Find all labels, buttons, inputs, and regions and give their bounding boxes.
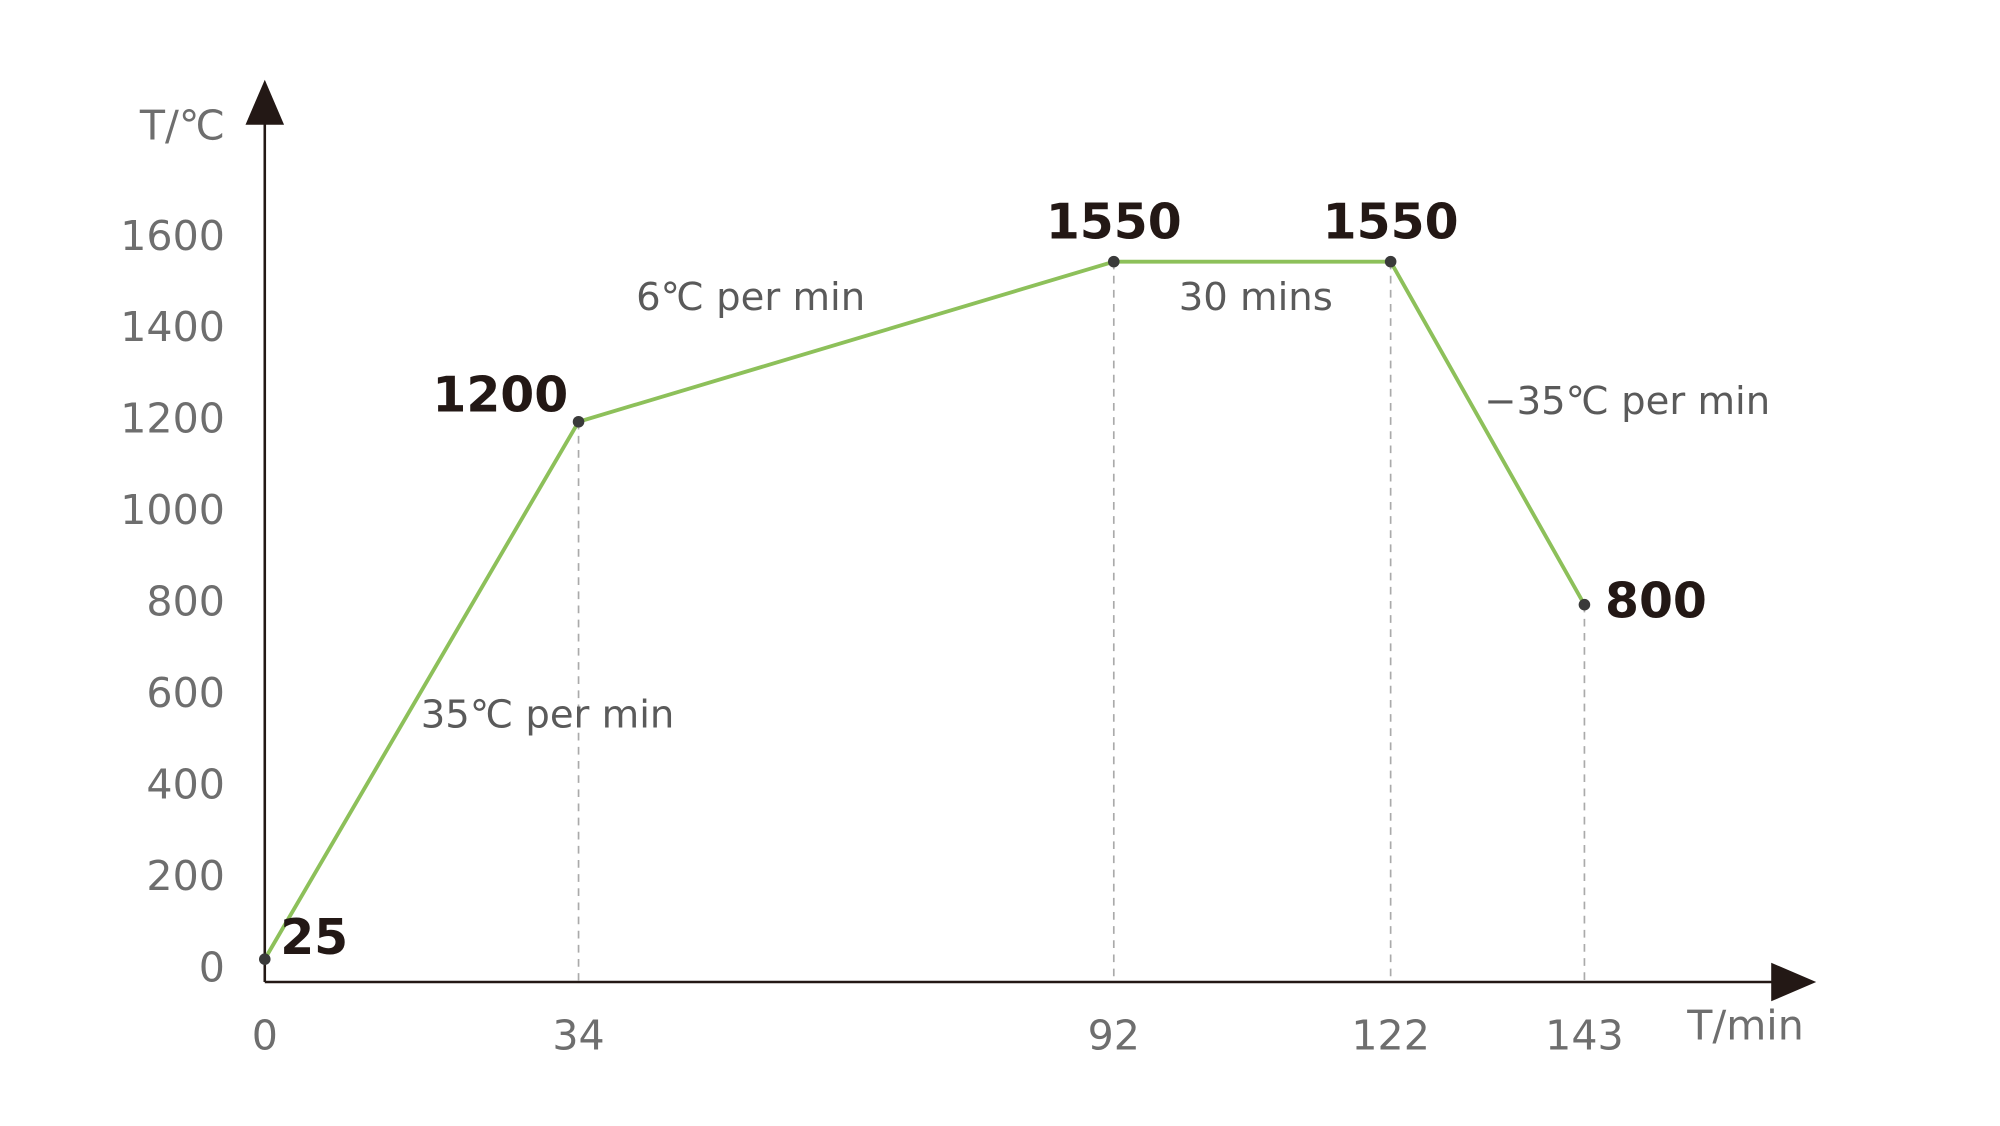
x-tick-label: 34 (552, 1012, 604, 1060)
point (1578, 598, 1591, 611)
x-tick-label: 0 (252, 1012, 278, 1060)
y-tick-label: 600 (146, 669, 225, 717)
point (572, 415, 585, 428)
x-tick-label: 122 (1351, 1012, 1430, 1060)
x-tick-label: 92 (1088, 1012, 1140, 1060)
y-tick-label: 0 (199, 944, 225, 992)
y-tick-label: 1400 (120, 303, 225, 351)
y-tick-label: 200 (146, 852, 225, 900)
y-tick-label: 1600 (120, 212, 225, 260)
y-tick-label: 400 (146, 761, 225, 809)
annotation: 6℃ per min (636, 275, 865, 320)
data-label: 1550 (1046, 194, 1182, 251)
x-axis-arrow (1771, 962, 1817, 1002)
x-tick-label: 143 (1545, 1012, 1624, 1060)
data-label: 25 (280, 909, 348, 966)
data-label: 800 (1605, 573, 1707, 630)
y-tick-label: 800 (146, 578, 225, 626)
point (258, 953, 271, 965)
annotation: 35℃ per min (421, 693, 675, 738)
y-tick-label: 1200 (120, 395, 225, 443)
point (1108, 255, 1120, 268)
point (1384, 255, 1397, 268)
y-axis-arrow (245, 79, 285, 125)
data-label: 1200 (432, 367, 568, 424)
annotation: −35℃ per min (1484, 379, 1770, 424)
annotation: 30 mins (1179, 275, 1333, 320)
y-axis-label: T/℃ (139, 102, 225, 150)
x-axis-label: T/min (1686, 1001, 1804, 1049)
data-label: 1550 (1323, 194, 1459, 251)
y-tick-label: 1000 (120, 486, 225, 534)
